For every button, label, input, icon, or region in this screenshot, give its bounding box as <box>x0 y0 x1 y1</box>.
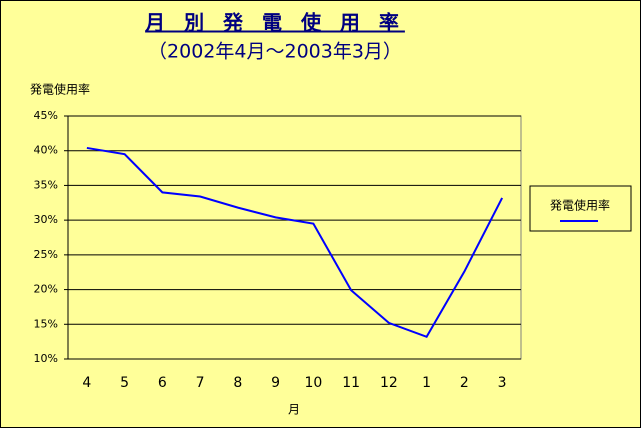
x-tick-label: 4 <box>82 375 91 391</box>
legend <box>529 185 632 232</box>
chart-title: 月 別 発 電 使 用 率 <box>144 11 405 35</box>
y-tick-label: 10% <box>34 352 58 365</box>
y-tick-label: 15% <box>34 317 58 330</box>
x-tick-label: 1 <box>422 375 431 391</box>
y-tick-label: 25% <box>34 248 58 261</box>
x-tick-label: 2 <box>460 375 469 391</box>
x-tick-label: 11 <box>342 375 360 391</box>
y-tick-label: 40% <box>34 144 58 157</box>
y-tick-label: 20% <box>34 283 58 296</box>
x-tick-label: 8 <box>233 375 242 391</box>
y-tick-label: 35% <box>34 178 58 191</box>
x-tick-label: 3 <box>498 375 507 391</box>
y-axis-label: 発電使用率 <box>30 82 90 97</box>
x-tick-label: 9 <box>271 375 280 391</box>
plot-area <box>67 115 522 360</box>
data-line <box>86 146 504 339</box>
x-tick-label: 12 <box>380 375 398 391</box>
x-tick-label: 5 <box>120 375 129 391</box>
x-axis-label: 月 <box>288 403 300 417</box>
chart-subtitle: （2002年4月～2003年3月） <box>148 41 402 63</box>
x-tick-label: 6 <box>158 375 167 391</box>
legend-label: 発電使用率 <box>550 198 610 213</box>
y-tick-label: 45% <box>34 109 58 122</box>
x-tick-label: 10 <box>304 375 322 391</box>
y-tick-label: 30% <box>34 213 58 226</box>
x-tick-label: 7 <box>196 375 205 391</box>
